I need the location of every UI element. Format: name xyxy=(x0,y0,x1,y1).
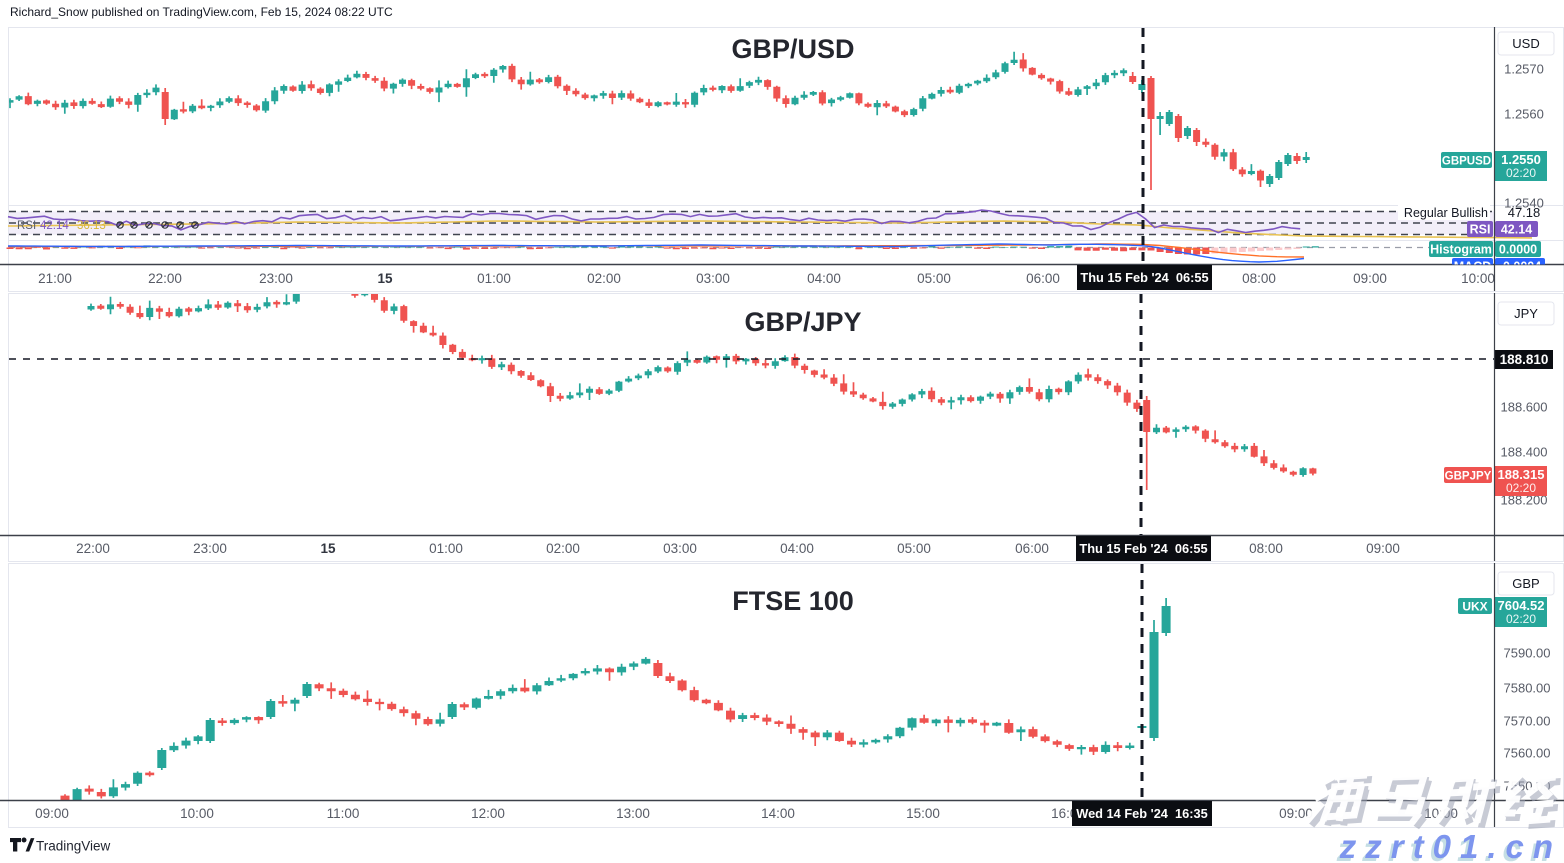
svg-text:GBP/USD: GBP/USD xyxy=(731,34,854,64)
svg-text:09:00: 09:00 xyxy=(1353,271,1387,286)
svg-text:22:00: 22:00 xyxy=(148,271,182,286)
svg-text:1.2550: 1.2550 xyxy=(1501,152,1541,167)
svg-text:15:00: 15:00 xyxy=(906,806,940,821)
svg-text:06:00: 06:00 xyxy=(1026,271,1060,286)
svg-text:36.13: 36.13 xyxy=(77,220,106,232)
svg-text:02:20: 02:20 xyxy=(1506,481,1536,495)
svg-text:188.810: 188.810 xyxy=(1500,352,1549,367)
svg-text:188.400: 188.400 xyxy=(1501,445,1548,460)
svg-text:1.2570: 1.2570 xyxy=(1504,62,1544,77)
svg-text:Thu 15 Feb '24 06:55: Thu 15 Feb '24 06:55 xyxy=(1079,541,1207,556)
svg-text:188.200: 188.200 xyxy=(1501,493,1548,508)
svg-text:RSI: RSI xyxy=(1470,223,1491,237)
svg-text:01:00: 01:00 xyxy=(477,271,511,286)
svg-text:47.18: 47.18 xyxy=(1508,205,1541,220)
svg-text:02:20: 02:20 xyxy=(1506,166,1536,180)
svg-text:7580.00: 7580.00 xyxy=(1504,681,1551,696)
svg-text:7590.00: 7590.00 xyxy=(1504,646,1551,661)
svg-text:04:00: 04:00 xyxy=(807,271,841,286)
svg-text:11:00: 11:00 xyxy=(327,806,360,821)
svg-text:21:00: 21:00 xyxy=(38,271,72,286)
svg-text:02:20: 02:20 xyxy=(1506,612,1536,626)
svg-text:RSI: RSI xyxy=(17,220,36,232)
svg-text:188.600: 188.600 xyxy=(1501,400,1548,415)
svg-text:Wed 14 Feb '24 16:35: Wed 14 Feb '24 16:35 xyxy=(1076,806,1208,821)
svg-text:7604.52: 7604.52 xyxy=(1498,598,1545,613)
svg-text:1.2560: 1.2560 xyxy=(1504,107,1544,122)
svg-text:TradingView: TradingView xyxy=(36,839,111,854)
svg-text:188.315: 188.315 xyxy=(1498,467,1545,482)
svg-text:FTSE 100: FTSE 100 xyxy=(732,586,854,616)
svg-text:10:00: 10:00 xyxy=(1461,271,1495,286)
svg-text:08:00: 08:00 xyxy=(1249,541,1283,556)
svg-text:MACD: MACD xyxy=(1454,260,1492,274)
svg-text:Histogram: Histogram xyxy=(1430,243,1492,257)
svg-text:01:00: 01:00 xyxy=(429,541,463,556)
svg-text:15: 15 xyxy=(377,271,393,286)
svg-text:JPY: JPY xyxy=(1514,306,1538,321)
svg-text:05:00: 05:00 xyxy=(917,271,951,286)
svg-text:GBP: GBP xyxy=(1512,576,1539,591)
svg-text:GBP/JPY: GBP/JPY xyxy=(744,307,861,337)
svg-text:GBPJPY: GBPJPY xyxy=(1445,471,1492,483)
svg-text:23:00: 23:00 xyxy=(193,541,227,556)
svg-text:42.14: 42.14 xyxy=(1501,223,1532,237)
svg-text:23:00: 23:00 xyxy=(259,271,293,286)
svg-text:05:00: 05:00 xyxy=(897,541,931,556)
svg-text:02:00: 02:00 xyxy=(546,541,580,556)
svg-text:15: 15 xyxy=(320,541,336,556)
svg-text:1.2540: 1.2540 xyxy=(1504,196,1544,211)
svg-text:UKX: UKX xyxy=(1462,600,1487,614)
svg-text:0.0000: 0.0000 xyxy=(1499,243,1537,257)
svg-text:06:00: 06:00 xyxy=(1015,541,1049,556)
svg-text:Thu 15 Feb '24 06:55: Thu 15 Feb '24 06:55 xyxy=(1080,270,1208,285)
svg-text:10:00: 10:00 xyxy=(180,806,214,821)
svg-text:22:00: 22:00 xyxy=(76,541,110,556)
svg-text:USD: USD xyxy=(1512,36,1539,51)
svg-text:GBPUSD: GBPUSD xyxy=(1442,156,1491,168)
svg-text:03:00: 03:00 xyxy=(696,271,730,286)
svg-text:02:00: 02:00 xyxy=(587,271,621,286)
svg-text:13:00: 13:00 xyxy=(616,806,650,821)
svg-text:7570.00: 7570.00 xyxy=(1504,714,1551,729)
svg-text:14:00: 14:00 xyxy=(761,806,795,821)
svg-text:7560.00: 7560.00 xyxy=(1504,746,1551,761)
svg-text:12:00: 12:00 xyxy=(471,806,505,821)
svg-text:03:00: 03:00 xyxy=(663,541,697,556)
svg-text:09:00: 09:00 xyxy=(1366,541,1400,556)
svg-text:04:00: 04:00 xyxy=(780,541,814,556)
svg-text:08:00: 08:00 xyxy=(1242,271,1276,286)
svg-text:Regular Bullish: Regular Bullish xyxy=(1404,206,1488,220)
svg-text:09:00: 09:00 xyxy=(1279,806,1313,821)
svg-text:42.14: 42.14 xyxy=(40,220,69,232)
svg-text:09:00: 09:00 xyxy=(35,806,69,821)
